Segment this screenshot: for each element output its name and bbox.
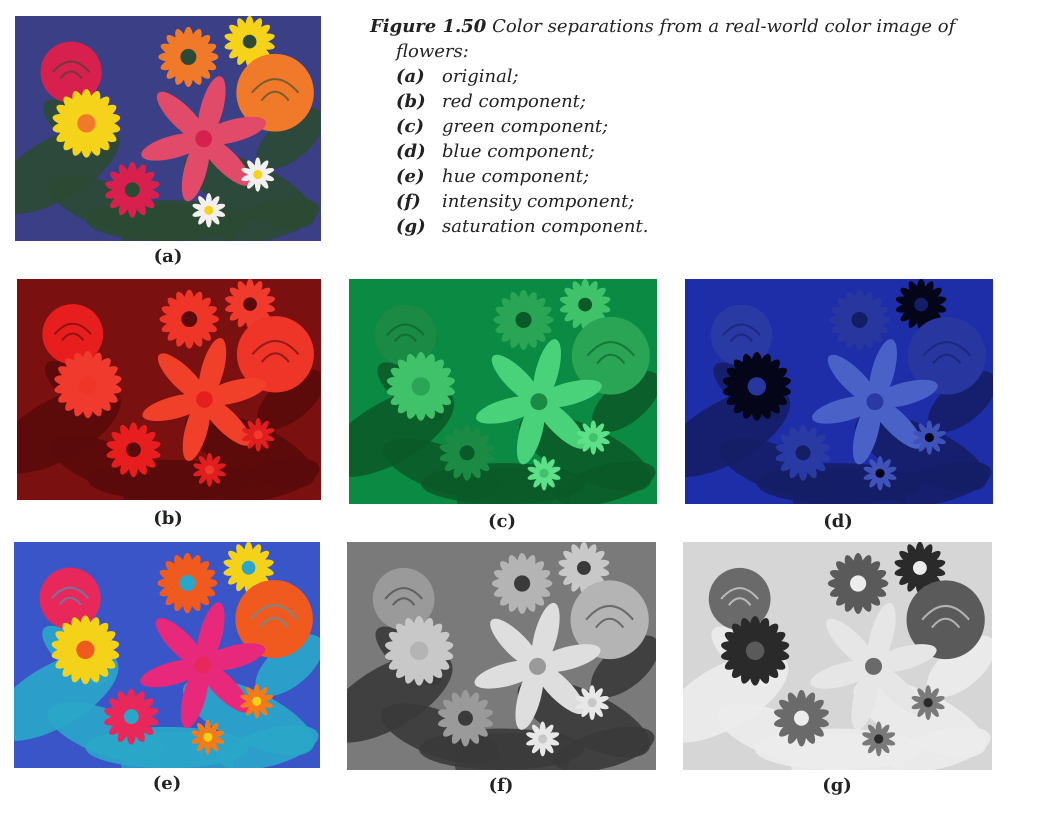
panel-b-red-component-image <box>17 279 321 500</box>
panel-g-label: (g) <box>822 775 852 796</box>
figure-number: Figure 1.50 <box>370 16 487 37</box>
caption-line-1: Color separations from a real-world colo… <box>492 16 956 37</box>
flower-bouquet-graphic <box>14 542 320 768</box>
panel-f-intensity-component-image <box>347 542 656 770</box>
caption-item: (f) intensity component; <box>396 191 635 212</box>
panel-e-label: (e) <box>152 773 182 794</box>
caption-item-list: (a) original; (b) red component; (c) green … <box>370 64 1010 239</box>
figure-caption: Figure 1.50 Color separations from a rea… <box>370 14 1010 239</box>
caption-item: (d) blue component; <box>396 141 595 162</box>
caption-item: (c) green component; <box>396 116 609 137</box>
panel-c-label: (c) <box>488 511 516 532</box>
caption-item: (a) original; <box>396 66 519 87</box>
panel-a-original-image <box>15 16 321 241</box>
caption-item: (g) saturation component. <box>396 216 649 237</box>
panel-f-label: (f) <box>488 775 514 796</box>
flower-bouquet-graphic <box>17 279 321 500</box>
caption-item: (e) hue component; <box>396 166 590 187</box>
flower-bouquet-graphic <box>15 16 321 241</box>
flower-bouquet-graphic <box>349 279 657 504</box>
flower-bouquet-graphic <box>685 279 993 504</box>
caption-line-2: flowers: <box>396 41 469 62</box>
panel-c-green-component-image <box>349 279 657 504</box>
panel-d-label: (d) <box>823 511 853 532</box>
panel-b-label: (b) <box>153 508 183 529</box>
panel-g-saturation-component-image <box>683 542 992 770</box>
caption-item: (b) red component; <box>396 91 586 112</box>
panel-d-blue-component-image <box>685 279 993 504</box>
flower-bouquet-graphic <box>683 542 992 770</box>
panel-e-hue-component-image <box>14 542 320 768</box>
panel-a-label: (a) <box>153 246 183 267</box>
flower-bouquet-graphic <box>347 542 656 770</box>
